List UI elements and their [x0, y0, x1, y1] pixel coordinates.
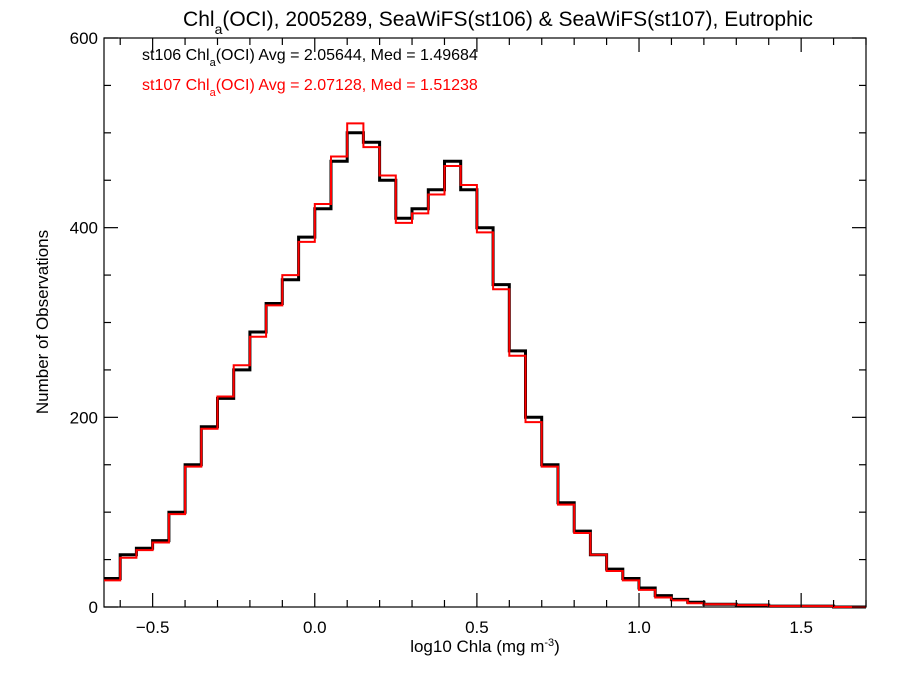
- legend-st106-subscript: a: [210, 57, 217, 69]
- legend-st107-subscript: a: [210, 87, 217, 99]
- series-layer: [104, 122, 866, 609]
- x-axis-title: log10 Chla (mg m-3): [410, 637, 560, 656]
- x-axis-title-superscript: -3: [544, 637, 554, 649]
- series-st106-line: [104, 131, 866, 609]
- x-tick-label: 1.0: [627, 618, 651, 637]
- x-tick-label: 1.5: [789, 618, 813, 637]
- x-axis-title-part-3: ): [554, 637, 560, 656]
- legend-st106-part-3: (OCI) Avg = 2.05644, Med = 1.49684: [216, 47, 478, 64]
- legend-st107-part-1: st107 Chl: [142, 77, 210, 94]
- title-part-3: (OCI), 2005289, SeaWiFS(st106) & SeaWiFS…: [222, 8, 813, 31]
- title-subscript: a: [215, 21, 223, 37]
- y-tick-label: 200: [70, 408, 98, 427]
- tick-layer: −0.5 0.0 0.5 1.0 1.5 0 200 400 600: [70, 29, 867, 637]
- x-tick-label: −0.5: [136, 618, 170, 637]
- y-tick-label: 0: [89, 598, 98, 617]
- chart-title: Chla(OCI), 2005289, SeaWiFS(st106) & Sea…: [183, 8, 813, 37]
- y-axis-title: Number of Observations: [33, 230, 52, 414]
- legend-entry-st107: st107 Chla(OCI) Avg = 2.07128, Med = 1.5…: [142, 77, 478, 99]
- title-part-1: Chl: [183, 8, 215, 31]
- x-axis-title-part-1: log10 Chla (mg m: [410, 637, 544, 656]
- legend-entry-st106: st106 Chla(OCI) Avg = 2.05644, Med = 1.4…: [142, 47, 478, 69]
- y-tick-label: 400: [70, 219, 98, 238]
- series-st107-line: [104, 122, 866, 608]
- legend-st107-part-3: (OCI) Avg = 2.07128, Med = 1.51238: [216, 77, 478, 94]
- y-tick-label: 600: [70, 29, 98, 48]
- plot-frame: [103, 37, 867, 608]
- x-tick-label: 0.0: [303, 618, 327, 637]
- legend-st106-part-1: st106 Chl: [142, 47, 210, 64]
- x-tick-label: 0.5: [465, 618, 489, 637]
